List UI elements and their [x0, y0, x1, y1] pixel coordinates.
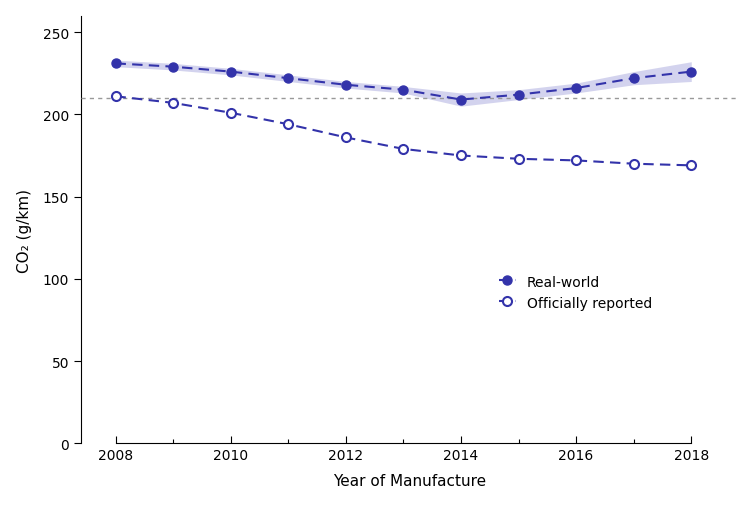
Real-world: [687, 69, 696, 75]
Real-world: [456, 97, 465, 104]
Line: Real-world: Real-world: [111, 60, 696, 105]
Line: Officially reported: Officially reported: [111, 92, 696, 171]
Real-world: [169, 65, 178, 71]
Officially reported: [169, 100, 178, 107]
Real-world: [342, 82, 351, 88]
Officially reported: [572, 158, 581, 164]
Officially reported: [226, 111, 235, 117]
Officially reported: [342, 135, 351, 141]
Real-world: [399, 87, 408, 93]
Real-world: [514, 92, 523, 98]
Officially reported: [456, 153, 465, 159]
Officially reported: [514, 157, 523, 163]
Real-world: [111, 61, 120, 67]
Legend: Real-world, Officially reported: Real-world, Officially reported: [495, 271, 656, 314]
Y-axis label: CO₂ (g/km): CO₂ (g/km): [17, 188, 32, 272]
Real-world: [284, 76, 293, 82]
Officially reported: [284, 122, 293, 128]
Real-world: [226, 69, 235, 75]
Officially reported: [111, 94, 120, 100]
Officially reported: [687, 163, 696, 169]
Officially reported: [399, 146, 408, 153]
Officially reported: [629, 162, 638, 168]
X-axis label: Year of Manufacture: Year of Manufacture: [333, 473, 486, 488]
Real-world: [629, 76, 638, 82]
Real-world: [572, 86, 581, 92]
